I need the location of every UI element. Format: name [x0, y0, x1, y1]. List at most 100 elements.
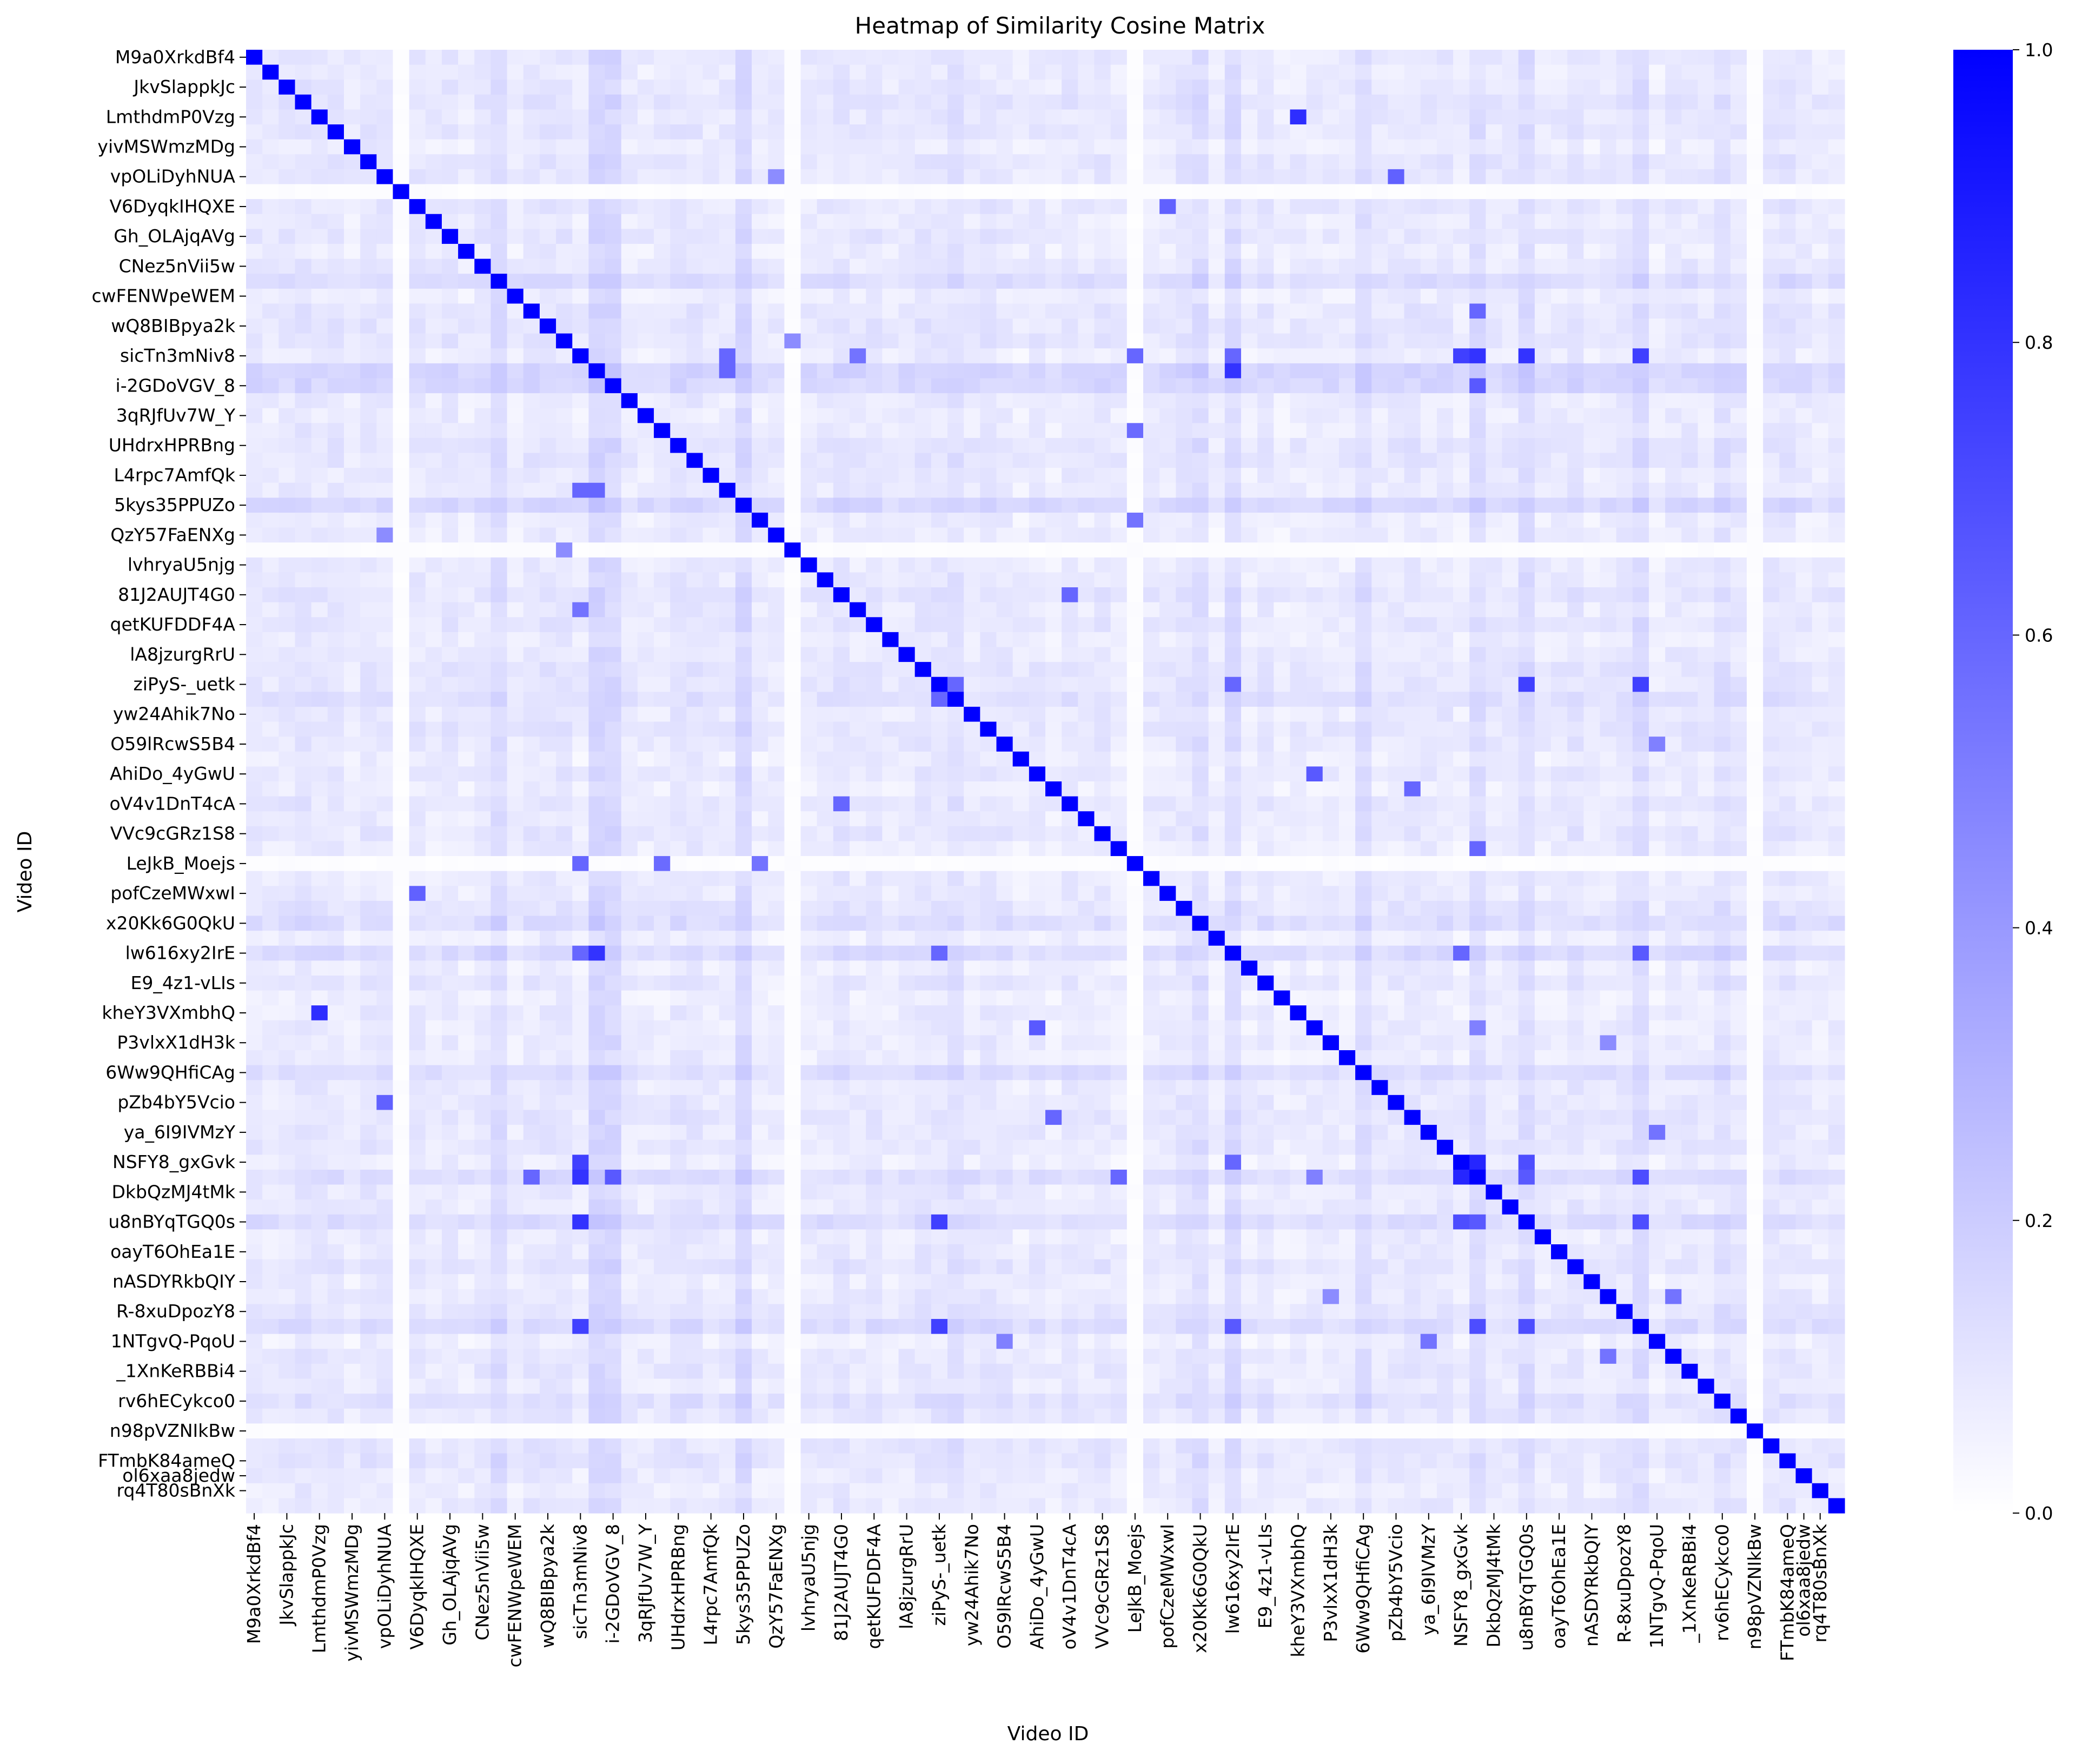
heatmap-cell	[768, 437, 785, 454]
heatmap-cell	[1698, 243, 1715, 260]
heatmap-cell	[1420, 303, 1437, 319]
heatmap-cell	[327, 751, 344, 767]
heatmap-cell	[980, 796, 997, 812]
heatmap-cell	[572, 751, 589, 767]
heatmap-cell	[1681, 437, 1699, 454]
heatmap-cell	[1012, 468, 1030, 483]
heatmap-cell	[295, 781, 312, 797]
heatmap-cell	[1322, 437, 1340, 454]
heatmap-cell	[850, 124, 866, 140]
heatmap-cell	[539, 512, 556, 528]
heatmap-cell	[1094, 587, 1111, 603]
heatmap-cell	[1241, 124, 1258, 140]
heatmap-cell	[1338, 64, 1356, 80]
heatmap-cell	[964, 692, 980, 707]
heatmap-cell	[1812, 498, 1829, 513]
heatmap-cell	[735, 363, 752, 379]
heatmap-cell	[1224, 602, 1242, 618]
heatmap-cell	[1632, 587, 1649, 603]
heatmap-cell	[1404, 378, 1421, 394]
heatmap-cell	[800, 527, 818, 543]
heatmap-cell	[1583, 453, 1601, 468]
heatmap-cell	[507, 258, 524, 274]
heatmap-cell	[295, 408, 312, 423]
heatmap-cell	[1192, 258, 1209, 274]
heatmap-cell	[931, 542, 948, 558]
heatmap-cell	[327, 363, 344, 379]
heatmap-cell	[866, 303, 883, 319]
heatmap-cell	[1649, 288, 1666, 304]
heatmap-cell	[621, 706, 638, 722]
heatmap-cell	[1649, 692, 1666, 707]
heatmap-cell	[817, 751, 834, 767]
heatmap-cell	[1600, 214, 1617, 229]
heatmap-cell	[441, 587, 459, 603]
heatmap-cell	[605, 333, 622, 349]
heatmap-cell	[1763, 393, 1780, 409]
heatmap-cell	[1322, 124, 1340, 140]
heatmap-cell	[572, 229, 589, 244]
heatmap-cell	[343, 258, 361, 274]
heatmap-cell	[1094, 229, 1111, 244]
heatmap-cell	[1567, 587, 1584, 603]
heatmap-cell	[1078, 408, 1095, 423]
heatmap-cell	[1371, 468, 1389, 483]
heatmap-cell	[735, 288, 752, 304]
heatmap-cell	[1290, 721, 1307, 737]
heatmap-cell	[1763, 557, 1780, 573]
heatmap-cell	[1534, 482, 1552, 498]
heatmap-cell	[605, 423, 622, 439]
heatmap-cell	[507, 737, 524, 752]
heatmap-cell	[866, 169, 883, 185]
heatmap-cell	[654, 706, 671, 722]
heatmap-cell	[1192, 154, 1209, 170]
heatmap-cell	[1241, 243, 1258, 260]
heatmap-cell	[279, 647, 296, 662]
heatmap-cell	[1192, 617, 1209, 633]
heatmap-cell	[882, 721, 899, 737]
heatmap-cell	[393, 408, 410, 423]
heatmap-cell	[719, 154, 736, 170]
heatmap-cell	[279, 109, 296, 125]
heatmap-cell	[539, 348, 556, 364]
heatmap-cell	[1306, 662, 1323, 678]
heatmap-cell	[1600, 706, 1617, 722]
heatmap-cell	[1192, 632, 1209, 648]
heatmap-cell	[1029, 79, 1046, 95]
heatmap-cell	[1795, 109, 1813, 125]
heatmap-cell	[931, 169, 948, 185]
heatmap-cell	[1290, 274, 1307, 289]
heatmap-cell	[507, 378, 524, 394]
heatmap-cell	[1779, 647, 1796, 662]
heatmap-cell	[1747, 647, 1763, 662]
heatmap-cell	[1779, 423, 1796, 439]
heatmap-cell	[1306, 184, 1323, 200]
heatmap-cell	[441, 393, 459, 409]
heatmap-cell	[637, 423, 654, 439]
heatmap-cell	[882, 527, 899, 543]
heatmap-cell	[1730, 50, 1747, 65]
heatmap-cell	[1371, 751, 1389, 767]
heatmap-cell	[621, 50, 638, 65]
heatmap-cell	[1502, 721, 1519, 737]
heatmap-cell	[1714, 706, 1731, 722]
heatmap-cell	[523, 109, 540, 125]
heatmap-cell	[1388, 274, 1405, 289]
heatmap-cell	[898, 154, 916, 170]
heatmap-cell	[1338, 243, 1356, 260]
heatmap-cell	[343, 692, 361, 707]
heatmap-cell	[1208, 184, 1225, 200]
heatmap-cell	[752, 453, 768, 468]
heatmap-cell	[1681, 288, 1699, 304]
heatmap-cell	[637, 706, 654, 722]
heatmap-cell	[1795, 214, 1813, 229]
heatmap-cell	[1812, 363, 1829, 379]
heatmap-cell	[1828, 677, 1845, 692]
heatmap-cell	[1257, 408, 1274, 423]
heatmap-cell	[507, 542, 524, 558]
heatmap-cell	[1045, 512, 1062, 528]
heatmap-cell	[1159, 542, 1176, 558]
heatmap-cell	[719, 393, 736, 409]
heatmap-cell	[1290, 617, 1307, 633]
heatmap-cell	[1143, 557, 1160, 573]
